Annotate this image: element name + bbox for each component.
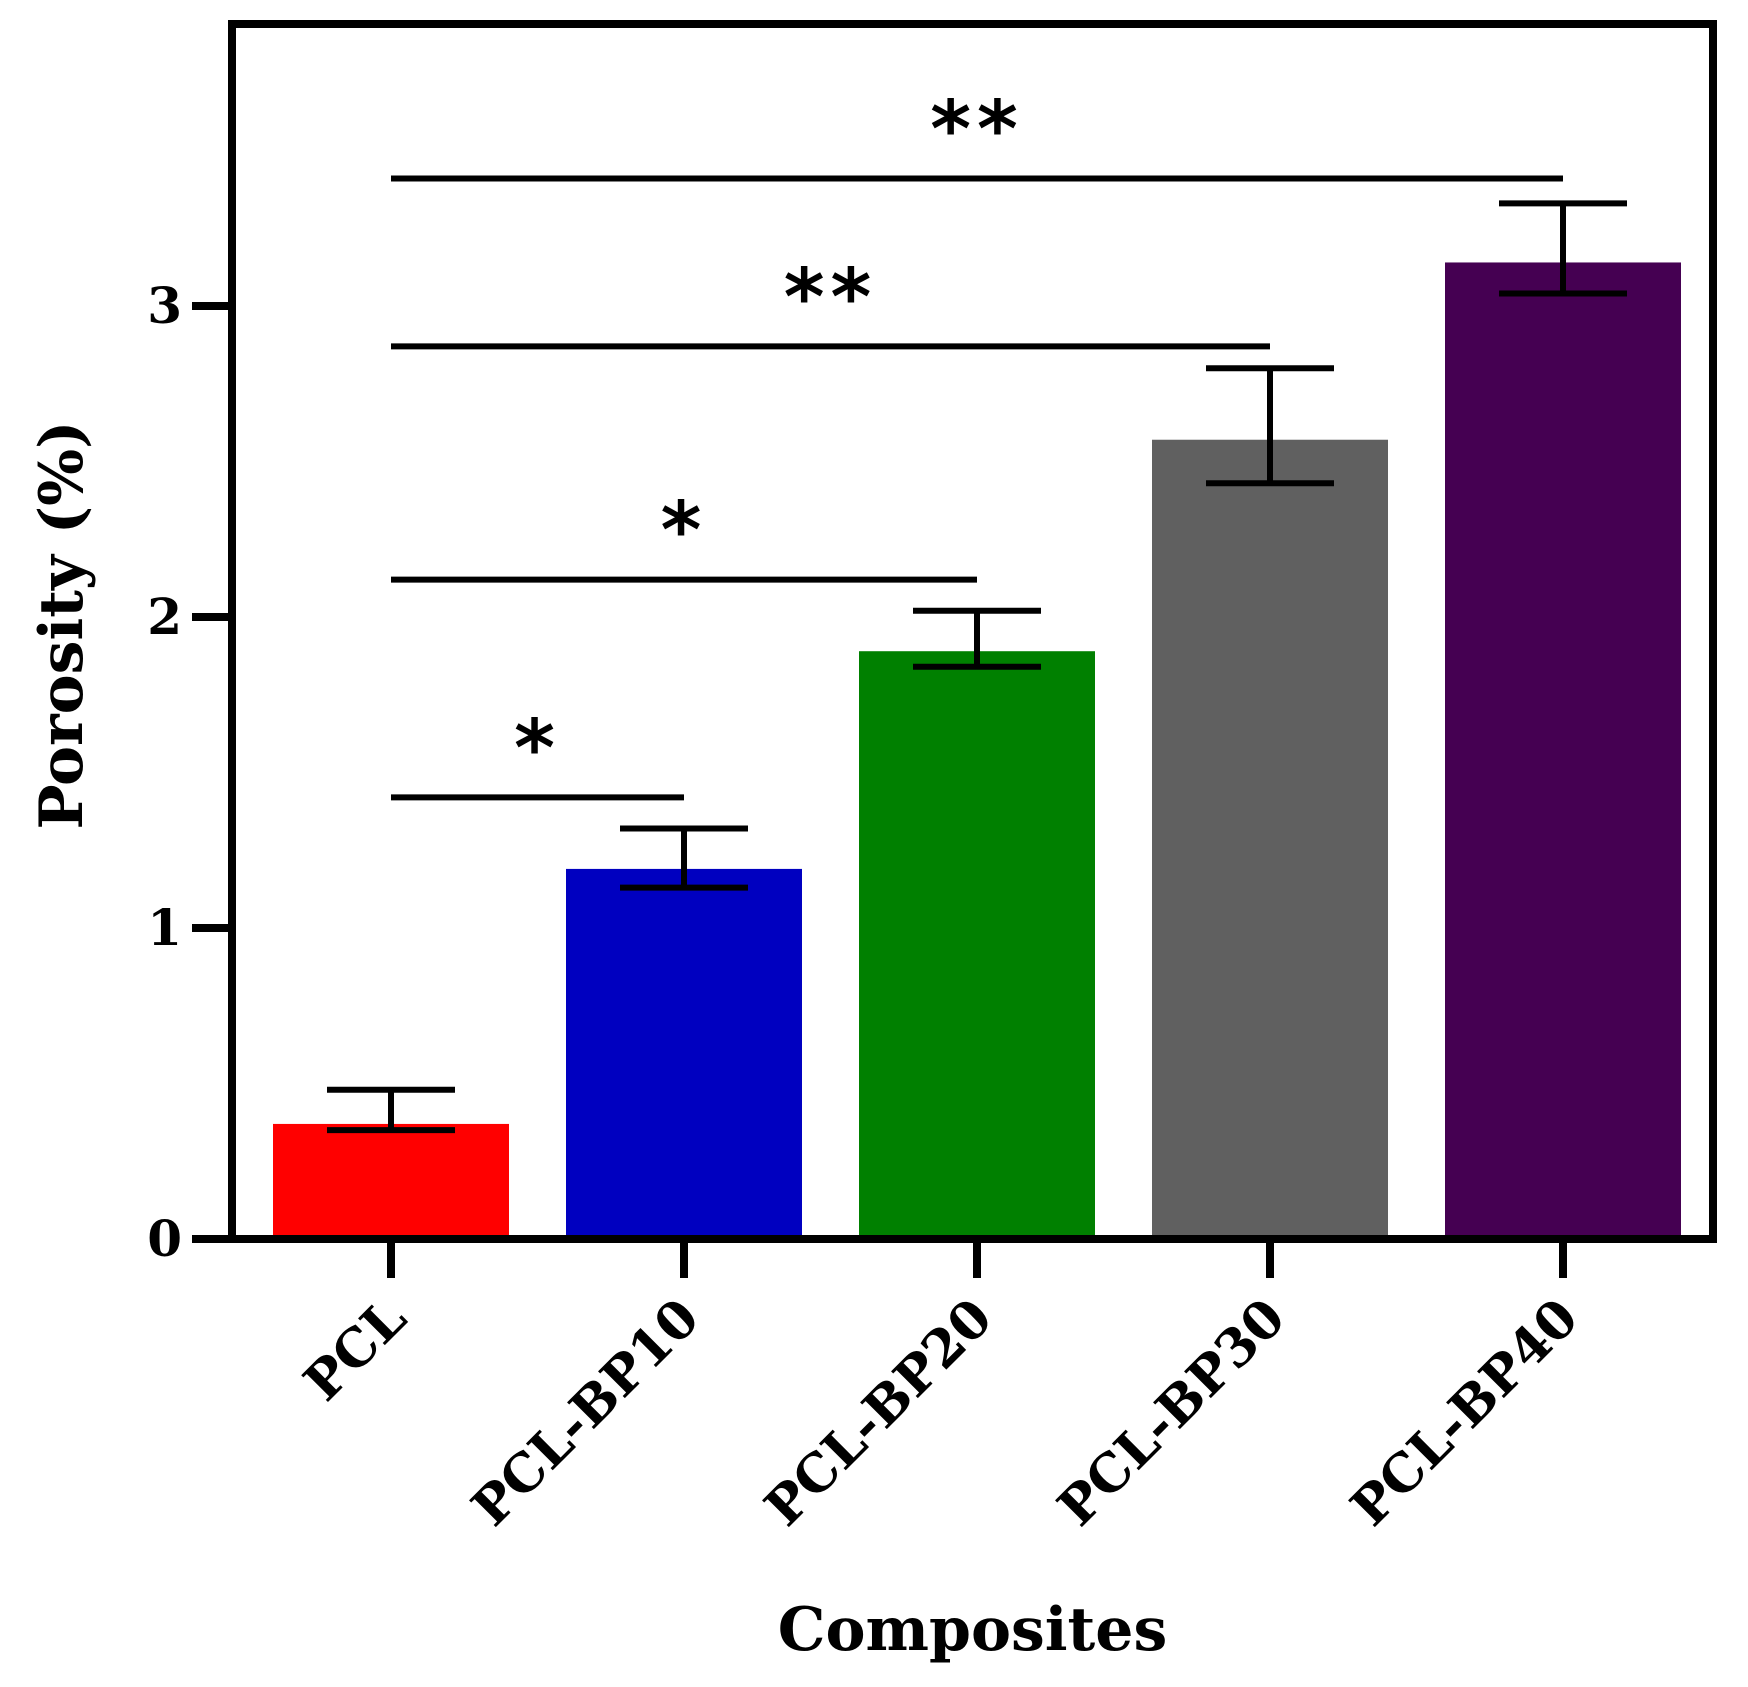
y-tick-label-2: 2 (147, 587, 182, 646)
y-axis-title: Porosity (%) (27, 421, 97, 830)
y-tick-label-0: 0 (147, 1209, 182, 1268)
bar-pcl (273, 1123, 509, 1239)
significance-label-1: * (514, 704, 561, 794)
y-tick-label-1: 1 (147, 898, 182, 957)
bar-pcl-bp40 (1445, 262, 1681, 1240)
bar-pcl-bp10 (566, 868, 802, 1239)
x-tick-label-pcl-bp30: PCL-BP30 (1046, 1287, 1297, 1538)
significance-label-3: ** (784, 253, 878, 343)
x-tick-label-pcl-bp20: PCL-BP20 (753, 1287, 1004, 1538)
plot-frame (228, 20, 1717, 1239)
x-axis-title: Composites (778, 1595, 1167, 1665)
bar-pcl-bp20 (859, 651, 1095, 1239)
bar-pcl-bp30 (1152, 439, 1388, 1240)
significance-label-2: * (661, 487, 708, 577)
x-tick-label-pcl-bp40: PCL-BP40 (1339, 1287, 1590, 1538)
x-tick-label-pcl-bp10: PCL-BP10 (460, 1287, 711, 1538)
x-tick-label-pcl: PCL (292, 1287, 418, 1413)
significance-label-4: ** (930, 85, 1024, 175)
y-tick-label-3: 3 (147, 276, 182, 335)
